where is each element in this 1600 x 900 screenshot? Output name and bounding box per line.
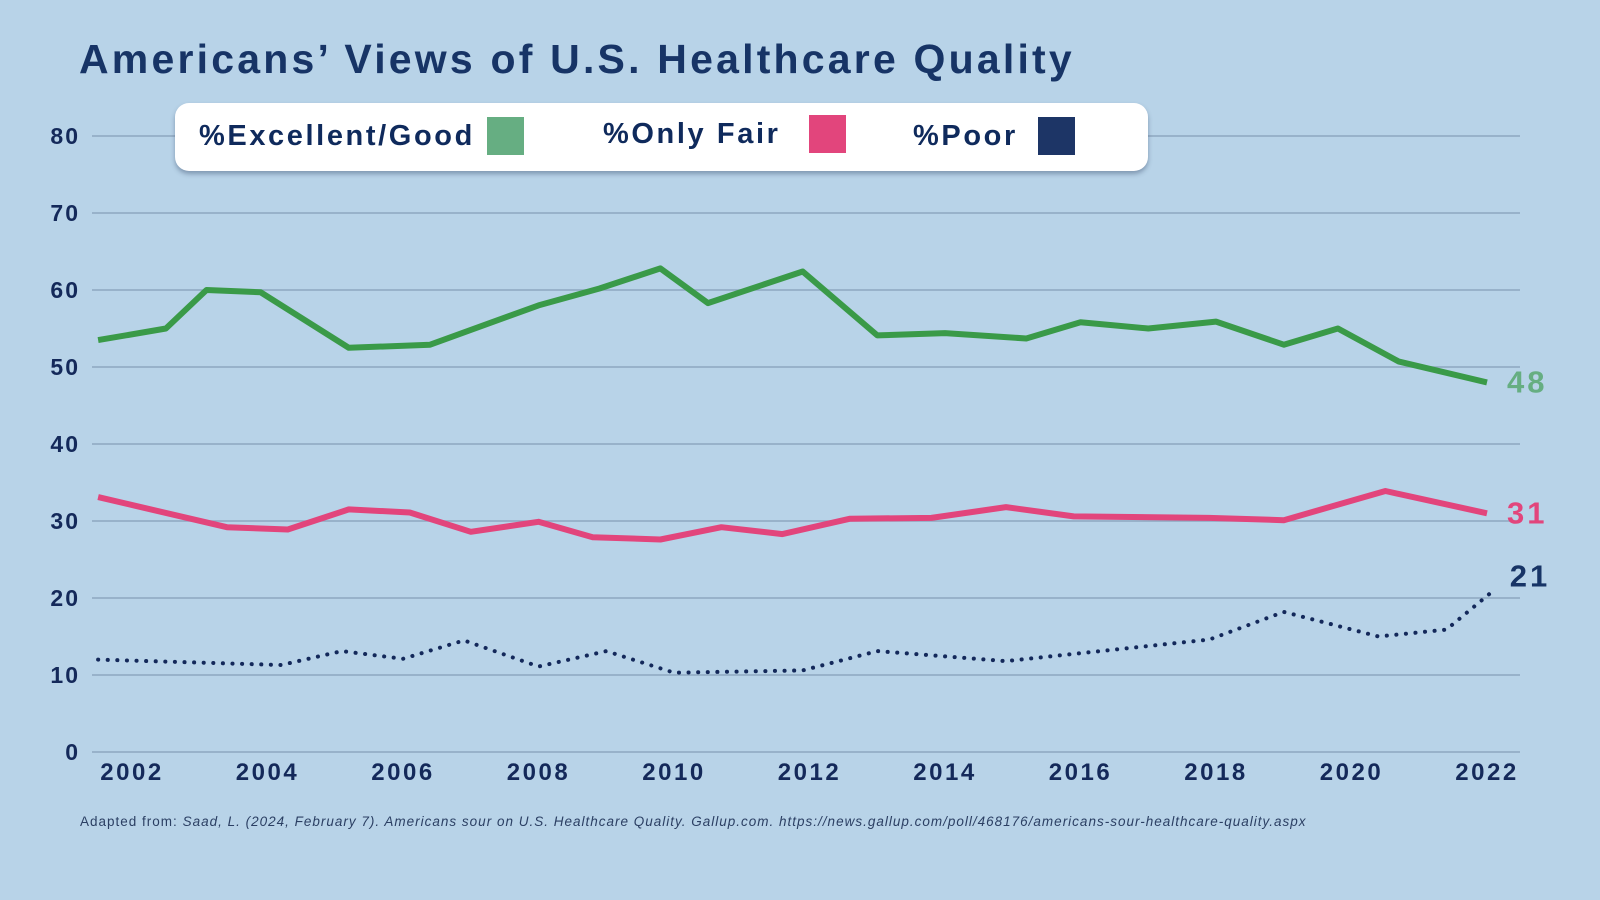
end-label-poor: 21 <box>1510 558 1550 593</box>
legend-label: %Only Fair <box>603 117 781 150</box>
x-axis-ticks: 2002 2004 2006 2008 2010 2012 2014 2016 2018 2020… <box>100 759 1518 786</box>
y-tick-label: 40 <box>50 431 80 457</box>
citation-prefix: Adapted from: <box>80 814 183 829</box>
legend: %Excellent/Good %Only Fair %Poor <box>175 103 1148 171</box>
y-tick-label: 80 <box>50 123 80 149</box>
series-line-only-fair <box>97 488 1488 543</box>
series-line-poor <box>96 588 1496 675</box>
x-tick-label: 2014 <box>913 759 976 786</box>
end-label-excellent-good: 48 <box>1507 364 1547 399</box>
y-tick-label: 0 <box>65 739 80 765</box>
x-tick-label: 2022 <box>1455 759 1518 786</box>
legend-label: %Poor <box>913 119 1018 152</box>
y-tick-label: 50 <box>50 354 80 380</box>
y-tick-label: 20 <box>50 585 80 611</box>
end-label-only-fair: 31 <box>1507 495 1547 530</box>
gridlines <box>92 135 1520 753</box>
y-tick-label: 60 <box>50 277 80 303</box>
citation-body: Saad, L. (2024, February 7). Americans s… <box>182 814 1307 829</box>
legend-item-only-fair: %Only Fair <box>603 115 846 153</box>
legend-item-excellent-good: %Excellent/Good <box>199 117 524 155</box>
y-tick-label: 30 <box>50 508 80 534</box>
x-tick-label: 2004 <box>236 759 299 786</box>
x-tick-label: 2002 <box>100 759 163 786</box>
x-tick-label: 2006 <box>371 759 434 786</box>
chart-title: Americans’ Views of U.S. Healthcare Qual… <box>79 36 1075 82</box>
x-tick-label: 2008 <box>507 759 570 786</box>
y-axis-ticks: 0 10 20 30 40 50 60 70 80 <box>50 123 80 765</box>
legend-item-poor: %Poor <box>913 117 1075 155</box>
series-lines <box>96 265 1496 675</box>
x-tick-label: 2018 <box>1184 759 1247 786</box>
y-tick-label: 70 <box>50 200 80 226</box>
x-tick-label: 2016 <box>1049 759 1112 786</box>
source-citation: Adapted from: Saad, L. (2024, February 7… <box>80 814 1307 829</box>
x-tick-label: 2020 <box>1320 759 1383 786</box>
series-line-excellent-good <box>97 265 1488 386</box>
legend-label: %Excellent/Good <box>199 119 475 152</box>
legend-swatch-navy <box>1037 117 1075 155</box>
x-tick-label: 2012 <box>778 759 841 786</box>
end-labels: 48 31 21 <box>1507 364 1550 593</box>
legend-swatch-green <box>486 117 524 155</box>
y-tick-label: 10 <box>50 662 80 688</box>
x-tick-label: 2010 <box>642 759 705 786</box>
legend-swatch-pink <box>808 115 846 153</box>
